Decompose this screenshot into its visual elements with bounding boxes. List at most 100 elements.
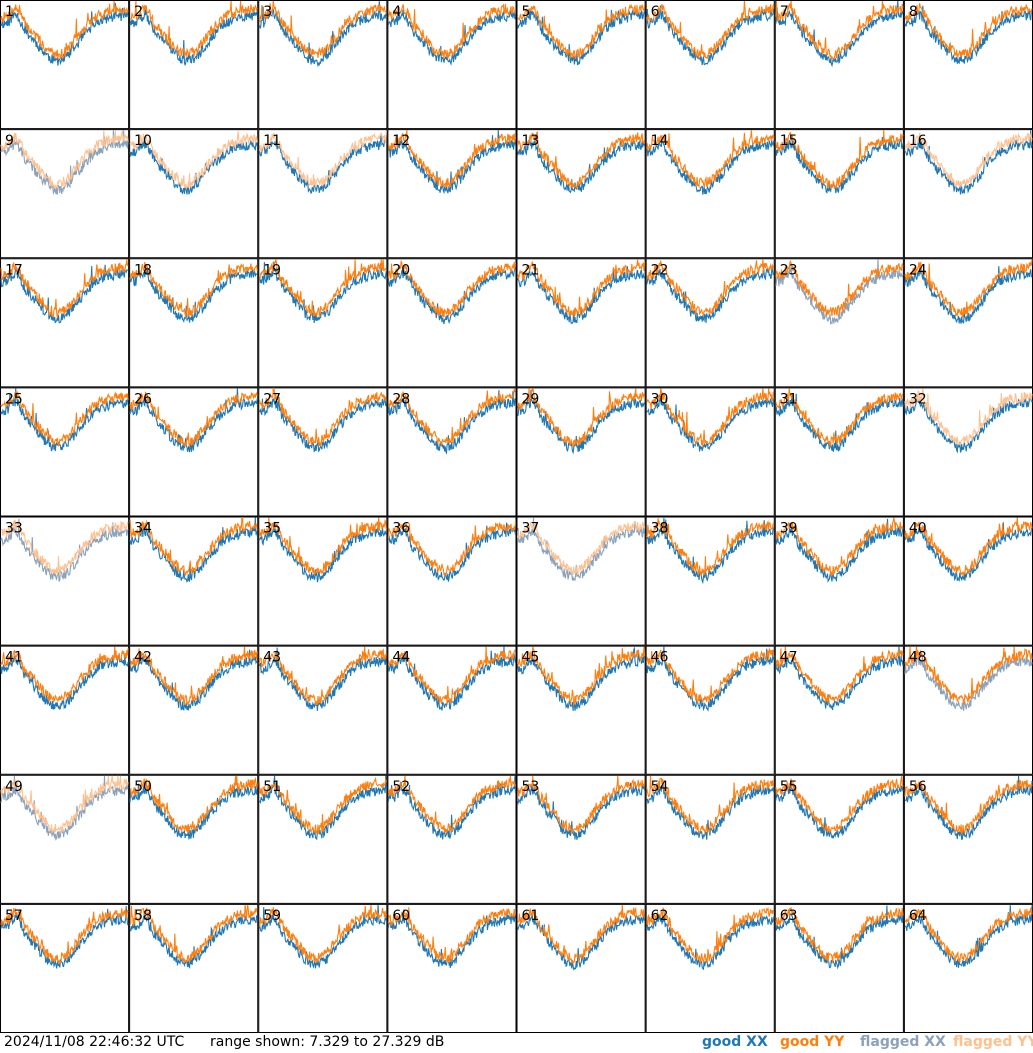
series-yy-line (775, 646, 904, 704)
panel-frame (774, 774, 904, 904)
panel-frame (645, 774, 775, 904)
series-yy-line (646, 130, 775, 189)
panel-label: 9 (5, 133, 14, 149)
panel-frame (129, 903, 259, 1033)
panel-label: 4 (392, 4, 401, 20)
series-yy-line (0, 907, 129, 965)
antenna-panel-25: 25 (0, 387, 130, 517)
series-xx-line (775, 783, 904, 839)
panel-frame (774, 0, 904, 130)
panel-label: 52 (392, 779, 410, 795)
panel-label: 34 (134, 521, 152, 537)
panel-label: 33 (5, 521, 23, 537)
panel-frame (258, 645, 388, 775)
series-xx-line (0, 130, 129, 196)
series-yy-line (516, 259, 646, 318)
panel-label: 3 (263, 4, 272, 20)
series-yy-line (0, 129, 129, 190)
panel-label: 16 (909, 133, 927, 149)
panel-frame (129, 129, 259, 259)
panel-frame (129, 0, 259, 130)
panel-frame (258, 774, 388, 904)
series-yy-line (258, 905, 387, 963)
panel-label: 37 (522, 521, 540, 537)
antenna-panel-6: 6 (645, 0, 775, 130)
antenna-panel-56: 56 (903, 774, 1033, 904)
antenna-panel-3: 3 (258, 0, 388, 130)
series-yy-line (904, 259, 1033, 320)
legend-flagged-yy: flagged YY (953, 1034, 1033, 1050)
panel-label: 47 (780, 650, 798, 666)
panel-label: 51 (263, 779, 281, 795)
panel-label: 44 (392, 650, 410, 666)
legend-good-yy: good YY (780, 1034, 845, 1050)
series-xx-line (0, 906, 129, 969)
panel-label: 7 (780, 4, 789, 20)
panel-frame (258, 129, 388, 259)
panel-frame (129, 774, 259, 904)
antenna-panel-46: 46 (645, 645, 775, 775)
antenna-panel-60: 60 (387, 903, 517, 1033)
antenna-panel-14: 14 (645, 129, 775, 259)
panel-frame (258, 387, 388, 517)
series-yy-line (387, 259, 517, 318)
antenna-panel-41: 41 (0, 645, 130, 775)
panel-label: 15 (780, 133, 798, 149)
series-yy-line (129, 0, 258, 57)
panel-label: 43 (263, 650, 281, 666)
series-yy-line (0, 646, 129, 703)
antenna-panel-47: 47 (774, 645, 904, 775)
series-yy-line (775, 517, 904, 576)
antenna-panel-64: 64 (903, 903, 1033, 1033)
panel-frame (516, 516, 646, 646)
series-xx-line (387, 130, 517, 195)
series-yy-line (387, 907, 517, 963)
series-yy-line (129, 775, 258, 834)
panel-frame (645, 903, 775, 1033)
series-yy-line (258, 0, 387, 58)
series-yy-line (129, 904, 258, 963)
series-yy-line (646, 647, 775, 704)
series-xx-line (904, 656, 1033, 711)
antenna-panel-49: 49 (0, 774, 130, 904)
panel-label: 17 (5, 262, 23, 278)
antenna-panel-52: 52 (387, 774, 517, 904)
panel-label: 31 (780, 391, 798, 407)
panel-label: 58 (134, 908, 152, 924)
series-xx-line (646, 915, 775, 971)
panel-label: 27 (263, 391, 281, 407)
series-yy-line (129, 130, 258, 189)
antenna-panel-39: 39 (774, 516, 904, 646)
series-yy-line (258, 646, 387, 706)
panel-label: 8 (909, 4, 918, 20)
panel-label: 62 (651, 908, 669, 924)
series-yy-line (258, 517, 387, 576)
series-yy-line (646, 0, 775, 60)
antenna-panel-11: 11 (258, 129, 388, 259)
antenna-panel-63: 63 (774, 903, 904, 1033)
panel-label: 21 (522, 262, 540, 278)
series-xx-line (387, 9, 517, 67)
antenna-panel-23: 23 (774, 258, 904, 388)
series-yy-line (129, 262, 258, 318)
series-yy-line (258, 130, 387, 188)
antenna-panel-43: 43 (258, 645, 388, 775)
series-xx-line (516, 8, 646, 66)
panel-label: 35 (263, 521, 281, 537)
panel-frame (258, 258, 388, 388)
series-xx-line (129, 139, 258, 195)
series-xx-line (516, 135, 646, 194)
series-yy-line (516, 388, 646, 448)
series-yy-line (646, 259, 775, 317)
panel-frame (0, 516, 130, 646)
panel-label: 38 (651, 521, 669, 537)
legend-good-xx: good XX (702, 1034, 768, 1050)
panel-frame (387, 516, 517, 646)
series-xx-line (516, 389, 646, 455)
panel-frame (0, 903, 130, 1033)
panel-label: 12 (392, 133, 410, 149)
antenna-panel-59: 59 (258, 903, 388, 1033)
panel-frame (0, 645, 130, 775)
series-yy-line (129, 516, 258, 577)
series-yy-line (387, 388, 517, 446)
